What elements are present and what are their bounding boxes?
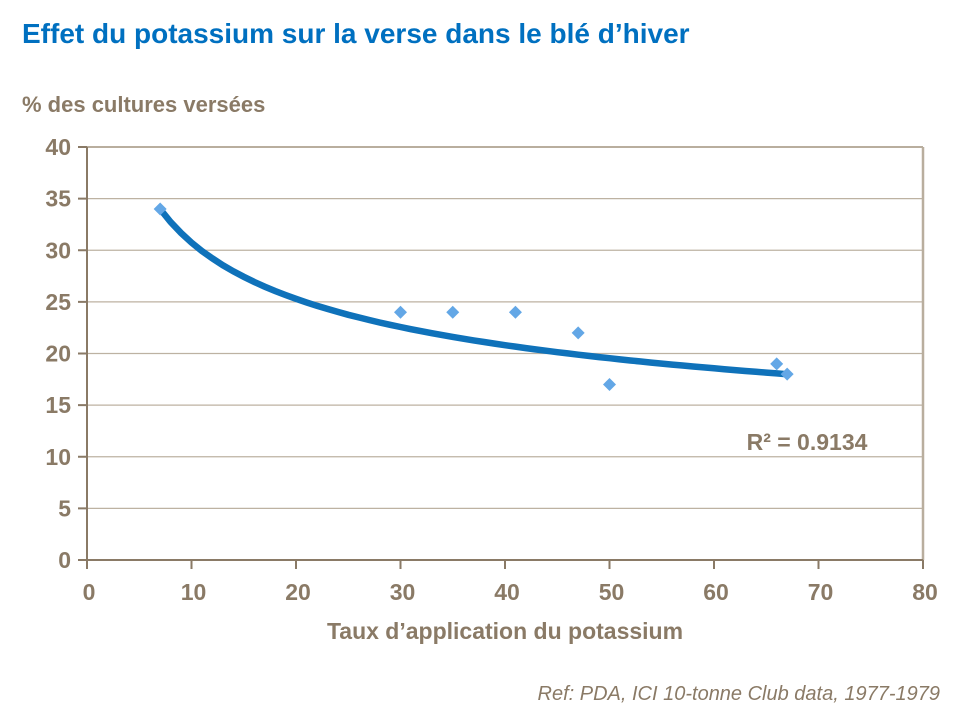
y-tick-label: 10	[45, 444, 71, 470]
reference-note: Ref: PDA, ICI 10-tonne Club data, 1977-1…	[537, 683, 940, 705]
x-axis-title: Taux d’application du potassium	[326, 618, 684, 644]
data-point	[770, 357, 784, 371]
y-tick-label: 20	[45, 341, 71, 367]
x-tick-label: 50	[599, 579, 625, 605]
y-tick-label: 35	[45, 186, 71, 212]
x-tick-label: 70	[808, 579, 834, 605]
y-axis-title: % des cultures versées	[22, 92, 266, 117]
x-tick-label: 20	[285, 579, 311, 605]
y-tick-label: 30	[45, 237, 71, 263]
trend-line	[156, 205, 791, 378]
y-tick-label: 40	[45, 134, 71, 160]
data-point	[571, 326, 585, 340]
data-point	[603, 377, 616, 391]
x-tick-label: 80	[912, 579, 938, 605]
data-point	[780, 367, 794, 381]
data-point	[508, 305, 522, 319]
x-tick-label: 60	[703, 579, 729, 605]
x-tick-label: 0	[83, 579, 96, 605]
y-tick-label: 0	[58, 547, 71, 573]
y-tick-label: 15	[45, 392, 71, 418]
y-tick-label: 5	[58, 495, 71, 521]
data-point	[394, 305, 407, 319]
x-tick-label: 40	[494, 579, 520, 605]
y-tick-label: 25	[45, 289, 71, 315]
chart-title: Effet du potassium sur la verse dans le …	[22, 18, 690, 49]
data-point	[446, 305, 460, 319]
data-point	[153, 202, 167, 216]
x-tick-label: 30	[390, 579, 416, 605]
r2-label: R² = 0.9134	[747, 429, 868, 455]
x-tick-label: 10	[181, 579, 207, 605]
